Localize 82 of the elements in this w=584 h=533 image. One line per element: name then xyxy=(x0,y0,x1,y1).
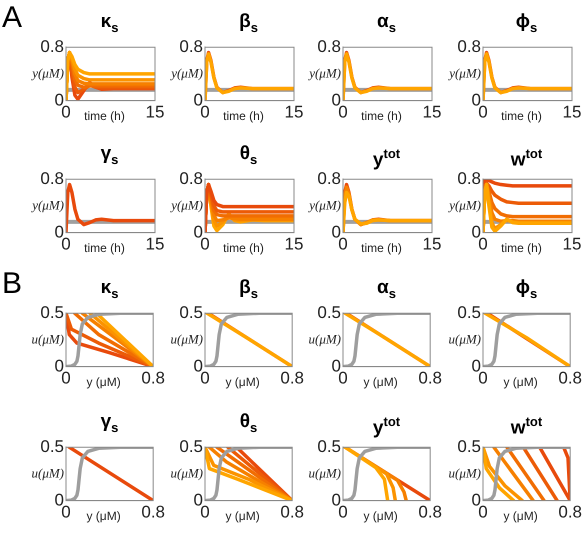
y-tick-label: 0.5 xyxy=(317,302,341,322)
x-tick-label: 15 xyxy=(562,234,582,254)
x-tick-label: 15 xyxy=(562,102,582,122)
chart-title: β$_{s}$ xyxy=(238,276,259,301)
x-axis-title: time (h) xyxy=(84,240,125,255)
chart-title: θ$_{s}$ xyxy=(238,142,258,167)
y-tick-label: 0.5 xyxy=(457,436,481,456)
chart-title: κ$_{s}$ xyxy=(100,276,120,301)
y-axis-title: u(μM) xyxy=(170,465,203,480)
chart-title: y$^{tot}$ xyxy=(372,413,402,438)
x-axis-title: y (μM) xyxy=(225,374,260,389)
x-axis-title: y (μM) xyxy=(503,508,538,523)
y-axis-title: y(μM) xyxy=(30,197,64,212)
y-tick-label: 0.5 xyxy=(40,302,64,322)
y-tick-label: 0.5 xyxy=(179,436,203,456)
x-tick-label: 0.8 xyxy=(558,368,582,388)
x-axis-title: time (h) xyxy=(501,108,542,123)
chart-title: ϕ$_{s}$ xyxy=(514,10,538,35)
y-axis-title: y(μM) xyxy=(307,197,341,212)
x-axis-title: time (h) xyxy=(501,240,542,255)
chart-title: α$_{s}$ xyxy=(376,10,397,35)
y-axis-title: y(μM) xyxy=(169,65,203,80)
y-axis-title: u(μM) xyxy=(31,331,64,346)
x-tick-label: 15 xyxy=(284,102,304,122)
x-axis-title: y (μM) xyxy=(503,374,538,389)
y-tick-label: 0.8 xyxy=(457,168,481,188)
y-axis-title: y(μM) xyxy=(447,65,481,80)
chart-title: γ$_{s}$ xyxy=(100,142,120,167)
text: A xyxy=(2,1,22,35)
y-tick-label: 0.5 xyxy=(317,436,341,456)
y-tick-label: 0.5 xyxy=(457,302,481,322)
x-tick-label: 0.8 xyxy=(418,368,442,388)
chart-title: y$^{tot}$ xyxy=(372,145,402,170)
x-tick-label: 15 xyxy=(422,234,442,254)
y-tick-label: 0.8 xyxy=(40,168,64,188)
y-axis-title: y(μM) xyxy=(169,197,203,212)
y-tick-label: 0.8 xyxy=(179,36,203,56)
y-axis-title: y(μM) xyxy=(447,197,481,212)
y-axis-title: y(μM) xyxy=(307,65,341,80)
y-axis-title: u(μM) xyxy=(170,331,203,346)
y-axis-title: u(μM) xyxy=(31,465,64,480)
y-axis-title: u(μM) xyxy=(448,465,481,480)
chart-title: w$^{tot}$ xyxy=(510,413,544,438)
chart-title: γ$_{s}$ xyxy=(100,410,120,435)
x-tick-label: 15 xyxy=(284,234,304,254)
x-axis-title: y (μM) xyxy=(363,374,398,389)
y-axis-title: u(μM) xyxy=(308,465,341,480)
y-tick-label: 0.8 xyxy=(457,36,481,56)
x-axis-title: time (h) xyxy=(223,240,264,255)
y-axis-title: y(μM) xyxy=(30,65,64,80)
y-tick-label: 0.5 xyxy=(40,436,64,456)
y-tick-label: 0.8 xyxy=(40,36,64,56)
y-tick-label: 0.8 xyxy=(179,168,203,188)
chart-title: w$^{tot}$ xyxy=(510,145,544,170)
x-axis-title: time (h) xyxy=(361,108,402,123)
x-tick-label: 15 xyxy=(146,102,164,122)
x-axis-title: y (μM) xyxy=(363,508,398,523)
x-tick-label: 0.8 xyxy=(418,502,442,522)
x-tick-label: 15 xyxy=(146,234,164,254)
y-tick-label: 0.5 xyxy=(179,302,203,322)
chart-title: α$_{s}$ xyxy=(376,276,397,301)
y-tick-label: 0.8 xyxy=(317,168,341,188)
y-tick-label: 0.8 xyxy=(317,36,341,56)
x-axis-title: time (h) xyxy=(84,108,125,123)
chart-title: θ$_{s}$ xyxy=(238,410,258,435)
x-axis-title: y (μM) xyxy=(86,374,121,389)
x-axis-title: time (h) xyxy=(361,240,402,255)
chart-title: β$_{s}$ xyxy=(238,10,259,35)
x-axis-title: y (μM) xyxy=(86,508,121,523)
x-tick-label: 0.8 xyxy=(280,502,304,522)
x-tick-label: 0.8 xyxy=(141,502,166,522)
text: B xyxy=(2,267,22,301)
chart-title: κ$_{s}$ xyxy=(100,10,120,35)
x-tick-label: 0.8 xyxy=(558,502,582,522)
y-axis-title: u(μM) xyxy=(308,331,341,346)
x-axis-title: time (h) xyxy=(223,108,264,123)
chart-title: ϕ$_{s}$ xyxy=(514,276,538,301)
x-tick-label: 0.8 xyxy=(141,368,166,388)
x-tick-label: 0.8 xyxy=(280,368,304,388)
x-axis-title: y (μM) xyxy=(225,508,260,523)
y-axis-title: u(μM) xyxy=(448,331,481,346)
x-tick-label: 15 xyxy=(422,102,442,122)
